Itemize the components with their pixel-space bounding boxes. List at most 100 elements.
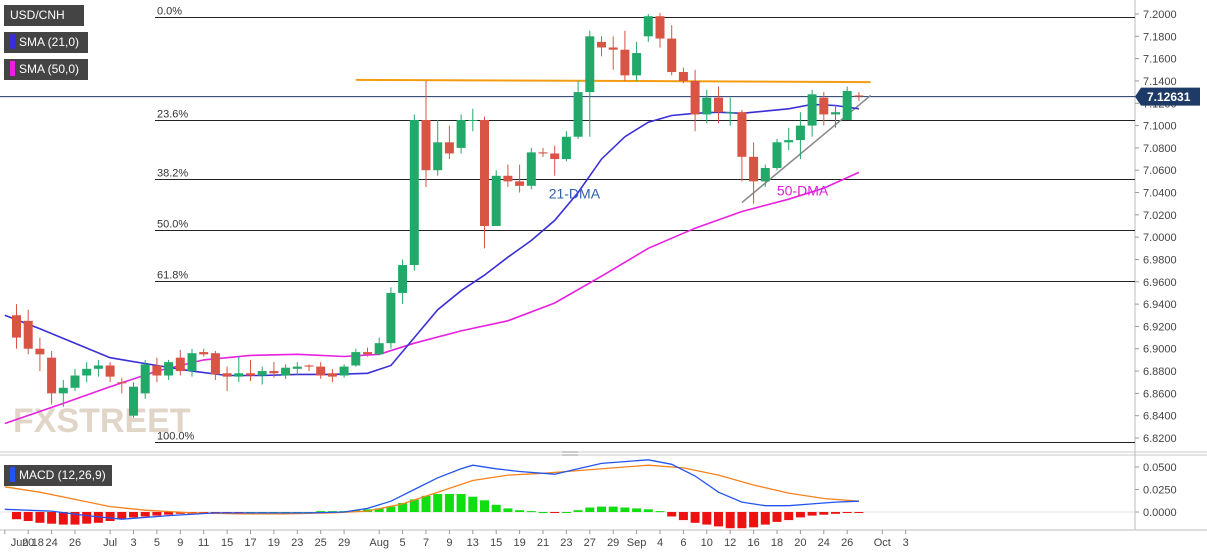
macd-histogram-bar <box>678 512 688 521</box>
fib-label: 61.8% <box>157 270 188 282</box>
candle-body <box>526 152 536 186</box>
axes: 7.20007.18007.16007.14007.12007.10007.08… <box>4 9 1200 549</box>
macd-histogram-bar <box>175 512 185 514</box>
price-tick-label: 7.1400 <box>1143 76 1177 88</box>
macd-histogram-bar <box>82 512 92 524</box>
macd-histogram-bar <box>725 512 735 529</box>
macd-histogram-bar <box>784 512 794 521</box>
macd-histogram-bar <box>468 496 478 512</box>
candle-body <box>444 142 454 154</box>
date-tick-label: 26 <box>69 537 81 549</box>
date-tick-label: 23 <box>560 537 572 549</box>
candle-body <box>854 95 864 97</box>
candle-body <box>550 153 560 160</box>
candle-body <box>585 36 595 93</box>
candle-body <box>433 142 443 171</box>
date-tick-label: 4 <box>657 537 663 549</box>
candle-body <box>339 366 349 376</box>
date-tick-label: 15 <box>221 537 233 549</box>
sma21-line <box>4 103 860 377</box>
macd-histogram-bar <box>795 512 805 518</box>
sma50-label: SMA (50,0) <box>4 59 88 80</box>
date-tick-label: 13 <box>467 537 479 549</box>
annotations: 21-DMA 50-DMA <box>549 182 829 201</box>
macd-histogram-bar <box>819 512 829 515</box>
macd-histogram-bar <box>515 510 525 512</box>
price-tick-label: 7.0400 <box>1143 188 1177 200</box>
macd-panel <box>0 459 1135 529</box>
price-tag-text: 7.12631 <box>1147 90 1191 104</box>
price-tick-label: 7.1800 <box>1143 31 1177 43</box>
macd-histogram-bar <box>573 510 583 512</box>
macd-histogram-bar <box>152 512 162 516</box>
sma21-text: SMA (21,0) <box>19 35 80 49</box>
macd-histogram-bar <box>760 512 770 525</box>
candle-body <box>210 353 220 375</box>
macd-histogram-bar <box>526 511 536 513</box>
date-tick-label: 29 <box>607 537 619 549</box>
date-tick-label: Jun 18 <box>11 537 44 549</box>
macd-histogram-bar <box>655 511 665 513</box>
macd-text: MACD (12,26,9) <box>19 468 106 482</box>
macd-histogram-bar <box>480 500 489 512</box>
candle-body <box>269 371 279 374</box>
candle-body <box>714 97 723 113</box>
date-tick-label: 3 <box>903 537 909 549</box>
candle-body <box>316 366 326 376</box>
macd-histogram-bar <box>807 512 817 516</box>
grid-lines: FXSTREET <box>0 0 1207 531</box>
macd-histogram-bar <box>421 495 431 512</box>
candle-body <box>807 94 817 126</box>
candle-body <box>292 366 302 369</box>
date-tick-label: 23 <box>291 537 303 549</box>
macd-histogram-bar <box>737 512 747 529</box>
candle-body <box>468 120 478 121</box>
macd-histogram-bar <box>632 508 642 512</box>
candle-body <box>175 357 185 372</box>
macd-histogram-bar <box>374 508 384 512</box>
date-tick-label: 10 <box>701 537 713 549</box>
macd-histogram-bar <box>164 512 174 515</box>
candle-body <box>784 140 794 143</box>
moving-averages <box>4 103 860 425</box>
macd-histogram-bar <box>444 494 454 512</box>
candle-body <box>105 365 115 377</box>
candle-body <box>93 365 103 369</box>
symbol-label: USD/CNH <box>4 5 84 26</box>
date-tick-label: 9 <box>177 537 183 549</box>
macd-histogram-bar <box>327 511 337 513</box>
candle-body <box>164 362 174 376</box>
date-tick-label: 20 <box>794 537 806 549</box>
candle-body <box>515 181 525 186</box>
candle-body <box>597 41 606 48</box>
macd-tick-label: 0.0000 <box>1143 507 1177 519</box>
candle-body <box>819 97 829 115</box>
date-tick-label: 26 <box>841 537 853 549</box>
date-tick-label: 17 <box>244 537 256 549</box>
candle-body <box>456 120 466 148</box>
macd-histogram-bar <box>561 512 571 513</box>
macd-histogram-bar <box>386 506 396 512</box>
macd-histogram-bar <box>831 512 840 514</box>
candle-body <box>374 343 384 355</box>
candle-body <box>152 365 162 376</box>
candle-body <box>222 373 232 377</box>
price-tick-label: 7.1000 <box>1143 121 1177 133</box>
macd-histogram-bar <box>608 506 618 512</box>
date-tick-label: 27 <box>584 537 596 549</box>
candlesticks <box>12 12 864 418</box>
candle-body <box>12 315 21 338</box>
candle-body <box>749 156 759 182</box>
macd-histogram-bar <box>667 512 677 517</box>
macd-histogram-bar <box>690 512 700 523</box>
price-tick-label: 6.8600 <box>1143 388 1177 400</box>
candle-body <box>737 112 747 157</box>
macd-tick-label: 0.0500 <box>1143 462 1177 474</box>
candle-body <box>678 72 688 81</box>
date-tick-label: 3 <box>130 537 136 549</box>
date-tick-label: 16 <box>747 537 759 549</box>
date-tick-label: 11 <box>198 537 209 549</box>
candle-body <box>363 352 372 355</box>
price-tick-label: 6.9000 <box>1143 344 1177 356</box>
price-tick-label: 7.0600 <box>1143 165 1177 177</box>
